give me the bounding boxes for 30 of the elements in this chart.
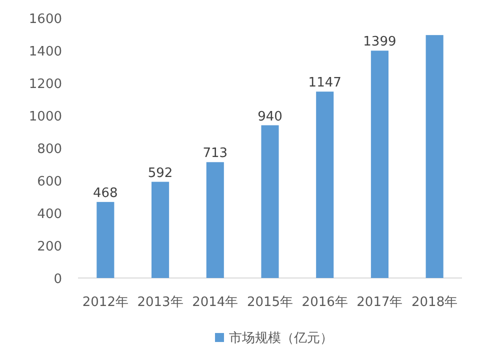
x-tick-label: 2014年 [192, 295, 238, 310]
bar [96, 202, 114, 278]
bar [152, 182, 170, 278]
bar [261, 125, 279, 278]
y-tick-label: 1000 [28, 110, 62, 124]
x-tick-label: 2017年 [356, 295, 403, 310]
x-tick-label: 2013年 [137, 295, 184, 310]
x-tick-label: 2016年 [302, 295, 348, 310]
y-tick-label: 600 [37, 174, 62, 190]
y-tick-label: 1200 [28, 77, 62, 92]
data-label: 468 [93, 186, 118, 201]
data-label: 1147 [308, 76, 342, 91]
x-tick-label: 2015年 [246, 295, 294, 310]
x-tick-label: 2018年 [412, 295, 458, 310]
data-label: 940 [258, 109, 282, 124]
legend-label: 市场规模（亿元） [229, 331, 333, 346]
data-label: 713 [202, 146, 228, 162]
bar [206, 162, 224, 278]
bar [316, 92, 334, 278]
bar [426, 35, 444, 278]
y-tick-label: 0 [54, 272, 62, 287]
bar [370, 50, 388, 278]
y-tick-label: 400 [37, 207, 62, 222]
y-tick-label: 800 [37, 142, 62, 157]
y-tick-label: 200 [37, 240, 62, 254]
data-label: 592 [148, 166, 173, 181]
y-tick-label: 1400 [28, 44, 62, 60]
x-tick-label: 2012年 [82, 295, 128, 310]
data-label: 1399 [363, 34, 396, 50]
y-tick-label: 1600 [28, 12, 62, 27]
